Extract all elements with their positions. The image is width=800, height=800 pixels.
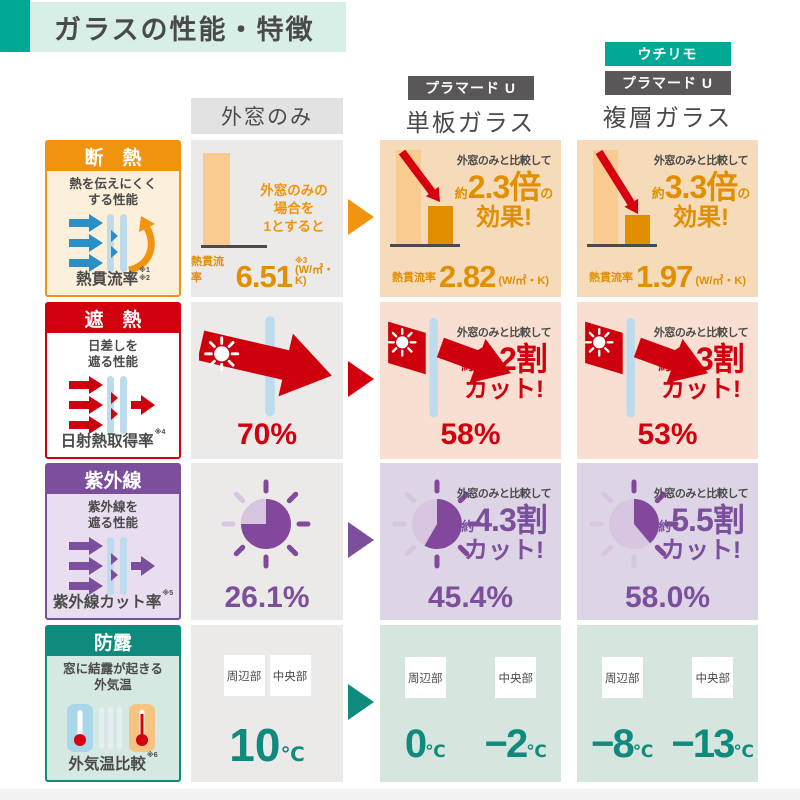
metric-note: ※4: [154, 429, 166, 436]
bottom-divider: [0, 789, 800, 800]
cell-dew-baseline: 周辺部 中央部 10℃: [191, 625, 343, 782]
baseline-caption: 外窓のみの 場合を 1とすると: [260, 183, 328, 235]
compare-block: 外窓のみと比較して 約4.3割 カット!: [456, 488, 552, 564]
cell-dew-single: 周辺部 0℃ 中央部 −2℃: [380, 625, 561, 782]
uv-block-icon: [69, 536, 155, 595]
column-header-single: プラマード U 単板ガラス: [380, 76, 561, 138]
cell-uv-baseline: 26.1%: [191, 463, 343, 620]
bar-chart-icon: [428, 206, 453, 244]
column-name-double: 複層ガラス: [602, 105, 733, 132]
cell-heat-shield-single: 外窓のみと比較して 約1.2割 カット! 58%: [380, 302, 561, 459]
chart-baseline: [587, 244, 657, 247]
sun-pie-icon: [221, 479, 311, 569]
flow-arrow-icon: [348, 199, 374, 235]
page-title: ガラスの性能・特徴: [54, 14, 315, 45]
cell-insulation-single: 外窓のみと比較して 約2.3倍の 効果! 熱貫流率 2.82 (W/㎡・K): [380, 140, 561, 297]
bar-chart-icon: [625, 215, 650, 244]
cell-heat-shield-double: 外窓のみと比較して 約1.3割 カット! 53%: [577, 302, 758, 459]
sun-arrow-through-glass-icon: [199, 315, 332, 417]
title-accent-block: [0, 0, 30, 52]
metric-value: 熱貫流率 2.82 (W/㎡・K): [391, 258, 550, 294]
sun-arrow-through-glass-icon: [387, 317, 512, 418]
red-down-arrow-icon: [595, 149, 639, 214]
temperature-value: −13℃: [671, 722, 754, 766]
compare-block: 外窓のみと比較して 約5.5割 カット!: [653, 488, 749, 564]
row-title-uv: 紫外線: [47, 465, 179, 494]
metric-note: ※6: [146, 752, 158, 759]
temperature-value: −2℃: [484, 722, 547, 766]
column-header-baseline: 外窓のみ: [191, 98, 343, 134]
row-label-dew: 防露 窓に結露が起きる 外気温 外気温比較※6: [45, 625, 181, 782]
flow-arrow-icon: [348, 684, 374, 720]
metric-value: 熱貫流率 6.51 ※3 (W/㎡・K): [191, 256, 335, 294]
percent-value: 58%: [440, 418, 501, 451]
row-metric-uv: 紫外線カット率※5: [52, 590, 174, 611]
row-desc-dew: 窓に結露が起きる 外気温: [63, 662, 163, 693]
brand-badge-single: プラマード U: [407, 76, 534, 100]
brand-badge-double: プラマード U: [604, 71, 731, 95]
zone-label-edge: 周辺部: [404, 657, 446, 698]
flow-arrow-icon: [348, 361, 374, 397]
cell-insulation-baseline: 外窓のみの 場合を 1とすると 熱貫流率 6.51 ※3 (W/㎡・K): [191, 140, 343, 297]
row-label-uv: 紫外線 紫外線を 遮る性能 紫外線カット率※5: [45, 463, 181, 620]
row-title-dew: 防露: [47, 627, 179, 656]
cell-uv-double: 外窓のみと比較して 約5.5割 カット! 58.0%: [577, 463, 758, 620]
sun-pie-icon: [392, 479, 482, 569]
compare-block: 外窓のみと比較して 約1.3割 カット!: [653, 327, 749, 403]
percent-value: 58.0%: [624, 581, 711, 614]
row-desc-heat-shield: 日差しを 遮る性能: [87, 339, 138, 370]
sun-pie-icon: [589, 479, 679, 569]
cell-uv-single: 外窓のみと比較して 約4.3割 カット! 45.4%: [380, 463, 561, 620]
column-name-single: 単板ガラス: [405, 110, 536, 137]
percent-value: 45.4%: [427, 581, 514, 614]
percent-value: 53%: [637, 418, 698, 451]
maker-badge-double: ウチリモ: [604, 42, 731, 66]
zone-edge: 周辺部 0℃: [380, 625, 471, 782]
row-title-insulation: 断 熱: [47, 142, 179, 171]
temperature-value: 10℃: [229, 719, 305, 771]
bar-chart-icon: [203, 153, 230, 245]
row-metric-dew: 外気温比較※6: [68, 752, 158, 773]
percent-value: 70%: [236, 418, 298, 451]
zone-label-center: 中央部: [269, 655, 311, 696]
row-desc-uv: 紫外線を 遮る性能: [87, 500, 138, 531]
percent-value: 26.1%: [224, 581, 310, 614]
cell-dew-double: 周辺部 −8℃ 中央部 −13℃: [577, 625, 758, 782]
temperature-value: 0℃: [404, 722, 446, 766]
flow-arrow-icon: [348, 522, 374, 558]
row-title-heat-shield: 遮 熱: [47, 304, 179, 333]
compare-block: 外窓のみと比較して 約1.2割 カット!: [456, 327, 552, 403]
row-metric-insulation: 熱貫流率※1 ※2: [76, 267, 150, 288]
chart-baseline: [390, 244, 460, 247]
zone-center: 中央部 −2℃: [471, 625, 562, 782]
row-label-heat-shield: 遮 熱 日差しを 遮る性能 日射熱取得率※4: [45, 302, 181, 459]
row-label-insulation: 断 熱 熱を伝えにくく する性能 熱貫流率※1 ※2: [45, 140, 181, 297]
thermometer-icon: [67, 703, 155, 752]
zone-center: 中央部 −13℃: [668, 625, 759, 782]
zone-label-edge: 周辺部: [223, 655, 265, 696]
temperature-value: −8℃: [591, 722, 654, 766]
row-metric-heat-shield: 日射熱取得率※4: [60, 429, 166, 450]
compare-block: 外窓のみと比較して 約3.3倍の 効果!: [651, 155, 751, 231]
metric-note: ※1 ※2: [139, 267, 150, 283]
row-desc-insulation: 熱を伝えにくく する性能: [69, 177, 157, 208]
red-down-arrow-icon: [398, 149, 440, 202]
metric-value: 熱貫流率 1.97 (W/㎡・K): [588, 258, 747, 294]
zone-label-edge: 周辺部: [601, 657, 643, 698]
page-title-bar: ガラスの性能・特徴: [30, 2, 346, 52]
cell-heat-shield-baseline: 70%: [191, 302, 343, 459]
heat-insulation-icon: [69, 213, 155, 273]
sun-block-icon: [69, 375, 155, 434]
sun-arrow-through-glass-icon: [584, 317, 709, 418]
zone-label-center: 中央部: [692, 657, 734, 698]
zone-labels: 周辺部 中央部: [191, 655, 343, 696]
compare-block: 外窓のみと比較して 約2.3倍の 効果!: [454, 155, 554, 231]
chart-baseline: [201, 245, 267, 248]
zone-label-center: 中央部: [495, 657, 537, 698]
zone-edge: 周辺部 −8℃: [577, 625, 668, 782]
cell-insulation-double: 外窓のみと比較して 約3.3倍の 効果! 熱貫流率 1.97 (W/㎡・K): [577, 140, 758, 297]
column-header-double: ウチリモ プラマード U 複層ガラス: [577, 42, 758, 133]
metric-note: ※5: [162, 590, 174, 597]
